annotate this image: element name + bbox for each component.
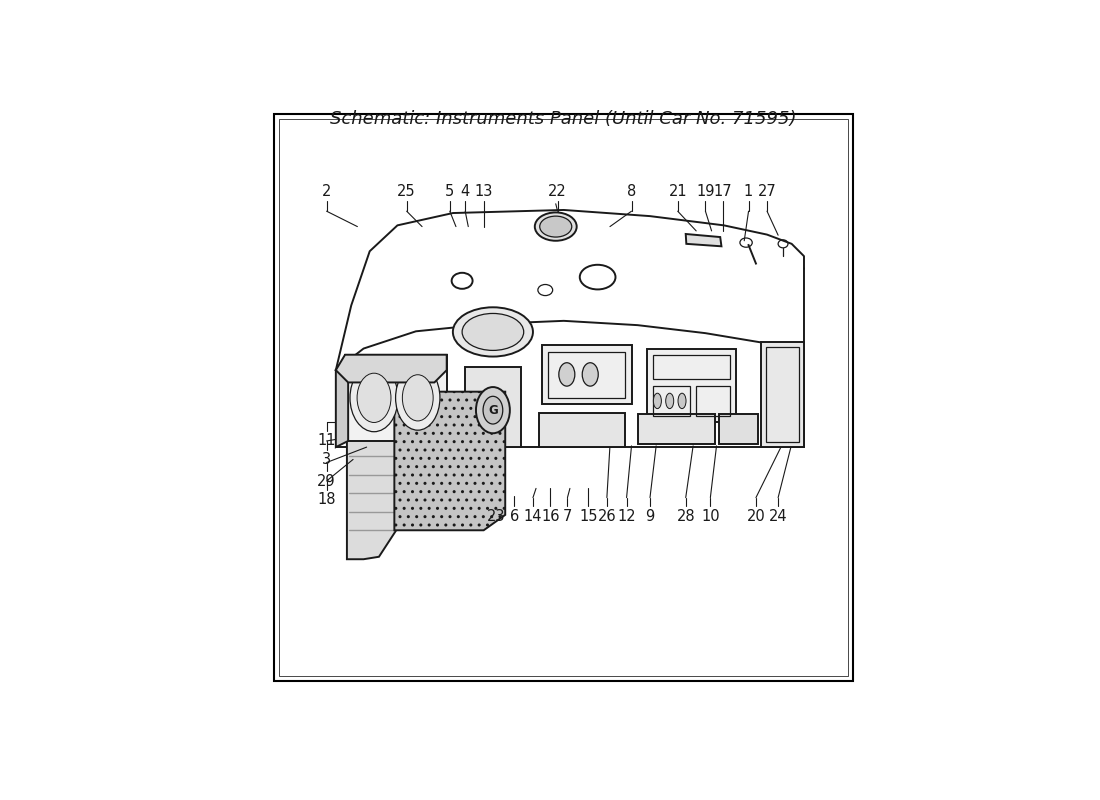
Text: Schematic: Instruments Panel (Until Car No. 71595): Schematic: Instruments Panel (Until Car … bbox=[330, 110, 798, 129]
Text: 21: 21 bbox=[669, 184, 688, 199]
Bar bbox=[653, 386, 690, 416]
Text: 17: 17 bbox=[714, 184, 732, 199]
Polygon shape bbox=[346, 401, 396, 559]
Ellipse shape bbox=[582, 362, 598, 386]
Bar bbox=[539, 414, 625, 447]
Text: 26: 26 bbox=[597, 509, 616, 524]
Ellipse shape bbox=[462, 314, 524, 350]
Text: 15: 15 bbox=[579, 509, 597, 524]
Bar bbox=[653, 354, 730, 379]
Bar bbox=[647, 349, 736, 422]
Text: 25: 25 bbox=[397, 184, 416, 199]
Bar bbox=[548, 352, 625, 398]
Bar bbox=[719, 414, 758, 444]
Polygon shape bbox=[685, 234, 722, 246]
Ellipse shape bbox=[535, 213, 576, 241]
Bar bbox=[766, 347, 799, 442]
Text: 24: 24 bbox=[769, 509, 788, 524]
Text: 23: 23 bbox=[486, 509, 505, 524]
Text: 22: 22 bbox=[548, 184, 566, 199]
Text: G: G bbox=[488, 404, 498, 417]
Text: 2: 2 bbox=[322, 184, 331, 199]
Text: 14: 14 bbox=[524, 509, 542, 524]
Polygon shape bbox=[345, 354, 447, 441]
Polygon shape bbox=[761, 342, 804, 447]
Ellipse shape bbox=[358, 373, 390, 422]
Ellipse shape bbox=[396, 366, 440, 430]
Ellipse shape bbox=[540, 216, 572, 237]
Polygon shape bbox=[336, 362, 348, 447]
Bar bbox=[696, 386, 730, 416]
Polygon shape bbox=[465, 367, 520, 447]
Ellipse shape bbox=[559, 362, 575, 386]
Text: 18: 18 bbox=[317, 492, 336, 507]
Text: 16: 16 bbox=[541, 509, 560, 524]
Ellipse shape bbox=[453, 307, 532, 357]
Text: 29: 29 bbox=[317, 474, 336, 489]
Text: 1: 1 bbox=[744, 184, 754, 199]
Ellipse shape bbox=[483, 396, 503, 424]
Ellipse shape bbox=[678, 394, 686, 409]
Text: 7: 7 bbox=[563, 509, 572, 524]
Ellipse shape bbox=[350, 364, 398, 432]
Text: 4: 4 bbox=[461, 184, 470, 199]
Text: 11: 11 bbox=[317, 434, 336, 449]
Text: 20: 20 bbox=[747, 509, 766, 524]
Text: 13: 13 bbox=[474, 184, 493, 199]
Polygon shape bbox=[336, 354, 447, 382]
Text: 10: 10 bbox=[701, 509, 719, 524]
Text: 3: 3 bbox=[322, 452, 331, 467]
Ellipse shape bbox=[666, 394, 673, 409]
Text: 8: 8 bbox=[627, 184, 636, 199]
Text: 5: 5 bbox=[446, 184, 454, 199]
Ellipse shape bbox=[476, 387, 509, 434]
Text: 27: 27 bbox=[758, 184, 777, 199]
Ellipse shape bbox=[403, 374, 433, 421]
Text: 9: 9 bbox=[646, 509, 654, 524]
Bar bbox=[638, 414, 715, 444]
Text: 28: 28 bbox=[676, 509, 695, 524]
Text: 19: 19 bbox=[696, 184, 715, 199]
Polygon shape bbox=[394, 392, 505, 530]
Bar bbox=[542, 346, 631, 404]
Text: 6: 6 bbox=[509, 509, 519, 524]
Ellipse shape bbox=[653, 394, 661, 409]
Text: 12: 12 bbox=[617, 509, 636, 524]
